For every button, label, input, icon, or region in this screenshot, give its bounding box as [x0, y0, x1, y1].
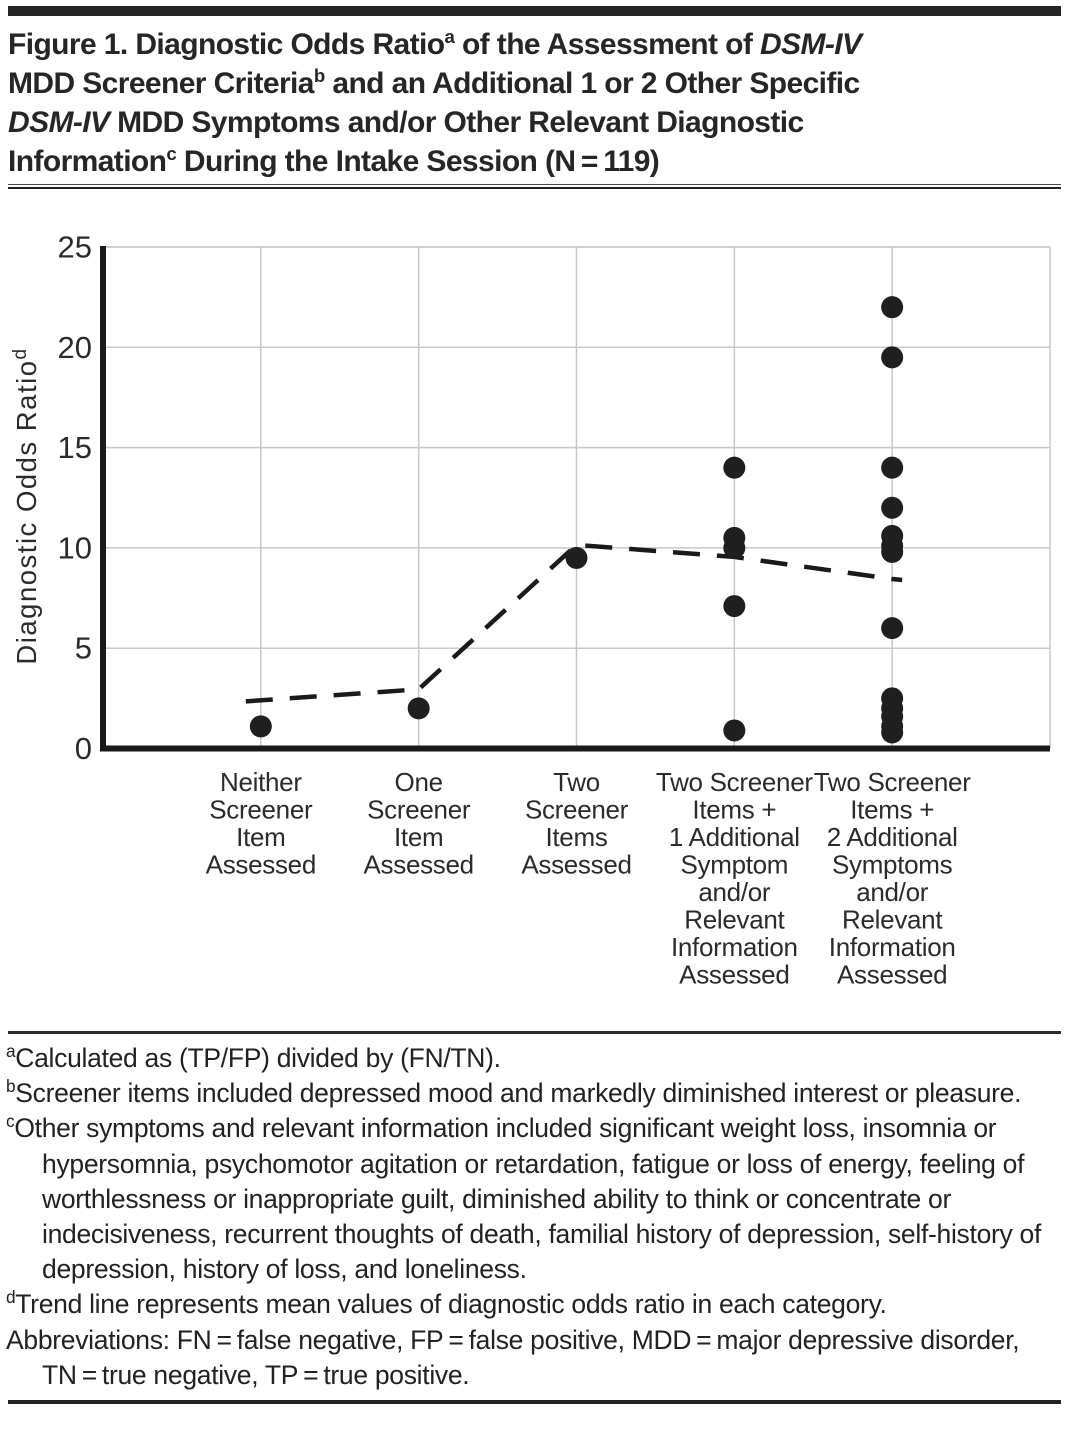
y-tick-label: 20 [58, 330, 92, 365]
y-tick-label: 15 [58, 430, 92, 465]
footnote: bScreener items included depressed mood … [6, 1076, 1022, 1109]
dor-scatter-chart: 0 5 10 15 20 25 Diagnostic Odds Ratiod Neither S… [10, 230, 1051, 990]
data-point [723, 719, 746, 742]
footnote: aCalculated as (TP/FP) divided by (FN/TN… [6, 1041, 501, 1073]
title-rule [8, 184, 1061, 189]
footnote: cOther symptoms and relevant information… [6, 1111, 1042, 1285]
y-axis-title: Diagnostic Odds Ratiod [10, 347, 42, 664]
data-point [881, 346, 904, 369]
bottom-rule [8, 1400, 1061, 1405]
figure-panel: Figure 1. Diagnostic Odds Ratioa of the … [0, 6, 1069, 1405]
data-point [881, 721, 904, 744]
x-category-label: Two Screener Items +1 Additional Symptom an… [656, 767, 813, 990]
y-tick-label: 5 [75, 631, 92, 666]
top-rule [8, 6, 1061, 16]
footnotes: aCalculated as (TP/FP) divided by (FN/TN… [6, 1041, 1054, 1393]
footnote-marker: a [6, 1041, 16, 1062]
data-point [881, 496, 904, 519]
data-point [881, 456, 904, 479]
footnote-rule [8, 1031, 1061, 1034]
data-point [881, 296, 904, 319]
footnote-marker: b [6, 1076, 16, 1097]
figure-title-line: DSM-IV MDD Symptoms and/or Other Relevan… [8, 106, 804, 139]
footnote-marker: c [6, 1111, 15, 1132]
x-category-label: Two Screener Items Assessed [521, 767, 631, 880]
data-point [565, 546, 588, 569]
x-category-label: Neither Screener Item Assessed [206, 767, 316, 880]
footnote-marker: d [6, 1287, 16, 1308]
data-point [881, 540, 904, 563]
figure-title-line: MDD Screener Criteriab and an Additional… [8, 65, 860, 100]
data-point [407, 697, 430, 720]
figure-title-line: Figure 1. Diagnostic Odds Ratioa of the … [8, 26, 862, 61]
data-point [723, 456, 746, 479]
figure-title: Figure 1. Diagnostic Odds Ratioa of the … [8, 25, 1061, 181]
x-category-label: One Screener Item Assessed [364, 767, 474, 880]
data-point [249, 715, 272, 738]
footnote: dTrend line represents mean values of di… [6, 1287, 887, 1320]
data-point [723, 536, 746, 559]
footnote: Abbreviations: FN = false negative, FP =… [6, 1324, 1020, 1390]
y-tick-label: 25 [58, 230, 92, 265]
data-point [881, 617, 904, 640]
y-tick-label: 0 [75, 731, 92, 766]
x-category-label: Two Screener Items +2 Additional Symptoms a… [814, 767, 971, 990]
figure-title-line: Informationc During the Intake Session (… [8, 143, 660, 178]
y-tick-label: 10 [58, 530, 92, 565]
data-point [723, 595, 746, 618]
trend-line [245, 542, 903, 704]
